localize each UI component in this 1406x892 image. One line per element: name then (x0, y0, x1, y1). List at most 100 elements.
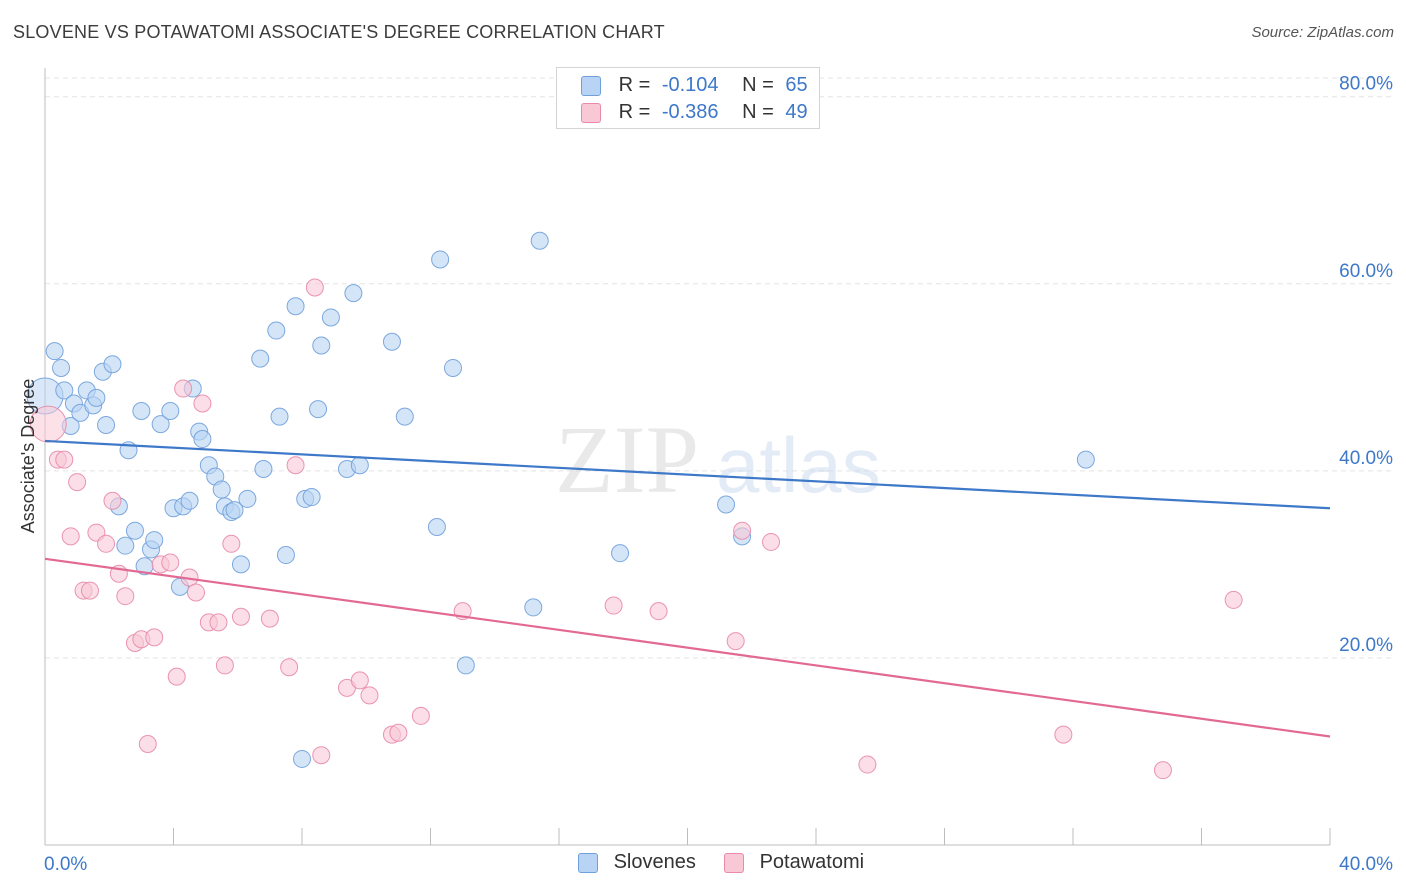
point-potawatomi (762, 532, 781, 551)
point-slovenes (395, 407, 414, 426)
point-slovenes (276, 546, 295, 565)
point-slovenes (270, 407, 289, 426)
trend-line-potawatomi (44, 557, 1331, 738)
point-potawatomi (733, 521, 752, 540)
axes (44, 68, 1331, 846)
x-tick-label: 0.0% (44, 854, 87, 875)
point-slovenes (193, 430, 212, 449)
point-slovenes (145, 531, 164, 550)
point-slovenes (132, 401, 151, 420)
y-tick-label: 60.0% (1339, 261, 1393, 282)
legend-r-label: R = (618, 74, 651, 97)
point-slovenes (254, 459, 273, 478)
point-slovenes (344, 284, 363, 303)
point-potawatomi (215, 656, 234, 675)
point-slovenes (717, 495, 736, 514)
y-tick-label: 40.0% (1339, 448, 1393, 469)
point-slovenes (530, 231, 549, 250)
point-potawatomi (360, 686, 379, 705)
point-potawatomi (103, 491, 122, 510)
bottom-legend-label-potawatomi: Potawatomi (759, 851, 865, 874)
point-slovenes (225, 501, 244, 520)
point-potawatomi (231, 607, 250, 626)
point-slovenes (161, 401, 180, 420)
legend-row-slovenes: R = -0.104 N = 65 (581, 74, 808, 98)
legend-r-value: -0.386 (661, 101, 719, 124)
point-slovenes (293, 749, 311, 768)
point-potawatomi (389, 723, 408, 742)
tick-labels: 20.0% 40.0% 60.0% 80.0% 0.0% 40.0% (44, 74, 1393, 875)
stats-legend: R = -0.104 N = 65 R = -0.386 N = 49 (556, 67, 820, 129)
point-slovenes (309, 400, 328, 419)
y-axis-title: Associate's Degree (18, 379, 38, 534)
watermark-zip: ZIP (555, 406, 699, 513)
point-slovenes (212, 480, 231, 499)
point-potawatomi (260, 609, 279, 628)
y-tick-label: 80.0% (1339, 74, 1393, 95)
bottom-legend-swatch-potawatomi (724, 852, 744, 873)
legend-n-label: N = (742, 74, 774, 97)
data-points (26, 231, 1243, 780)
point-slovenes (103, 355, 122, 374)
point-slovenes (116, 536, 135, 555)
point-slovenes (427, 517, 446, 536)
point-potawatomi (167, 667, 186, 686)
x-tick-label: 40.0% (1339, 854, 1393, 875)
point-potawatomi (1054, 725, 1073, 744)
point-slovenes (443, 358, 462, 377)
point-slovenes (350, 456, 369, 475)
point-slovenes (251, 349, 270, 368)
point-potawatomi (286, 456, 305, 475)
source-label: Source: ZipAtlas.com (1251, 24, 1394, 41)
point-slovenes (302, 488, 321, 507)
bottom-legend-slovenes[interactable]: Slovenes (578, 851, 696, 875)
point-potawatomi (174, 379, 193, 398)
legend-r-label: R = (618, 101, 651, 124)
bottom-legend-label-slovenes: Slovenes (613, 851, 696, 874)
point-potawatomi (649, 602, 668, 621)
watermark: ZIP atlas (555, 406, 881, 513)
point-slovenes (431, 250, 450, 269)
point-potawatomi (186, 583, 205, 602)
point-slovenes (267, 321, 286, 340)
point-slovenes (45, 342, 64, 361)
legend-swatch-slovenes (581, 75, 601, 96)
legend-n-value: 49 (785, 101, 808, 124)
point-slovenes (611, 544, 630, 563)
point-slovenes (524, 598, 543, 617)
chart-title: SLOVENE VS POTAWATOMI ASSOCIATE'S DEGREE… (13, 22, 665, 42)
point-slovenes (1076, 450, 1095, 469)
point-potawatomi (68, 473, 87, 492)
y-tick-label: 20.0% (1339, 635, 1393, 656)
point-slovenes (321, 308, 340, 327)
bottom-legend-potawatomi[interactable]: Potawatomi (724, 851, 864, 875)
point-potawatomi (209, 613, 228, 632)
point-potawatomi (858, 755, 877, 774)
point-potawatomi (726, 632, 745, 651)
point-slovenes (151, 415, 170, 434)
watermark-atlas: atlas (716, 421, 881, 509)
point-potawatomi (161, 553, 180, 572)
point-potawatomi (138, 734, 157, 753)
point-slovenes (125, 521, 144, 540)
point-potawatomi (604, 596, 623, 615)
point-slovenes (456, 656, 475, 675)
point-slovenes (286, 297, 305, 316)
point-potawatomi (312, 746, 331, 765)
trend-line-slovenes (44, 439, 1331, 510)
point-potawatomi (80, 581, 99, 600)
point-potawatomi (116, 587, 135, 606)
point-slovenes (97, 416, 116, 435)
bottom-legend-swatch-slovenes (578, 852, 598, 873)
point-potawatomi (145, 628, 164, 647)
point-potawatomi (193, 394, 212, 413)
point-potawatomi (55, 450, 74, 469)
point-slovenes (238, 489, 257, 508)
point-potawatomi (1224, 590, 1243, 609)
legend-n-label: N = (742, 101, 774, 124)
point-potawatomi (222, 534, 241, 553)
point-slovenes (312, 336, 331, 355)
point-potawatomi (280, 658, 299, 677)
legend-r-value: -0.104 (661, 74, 719, 97)
